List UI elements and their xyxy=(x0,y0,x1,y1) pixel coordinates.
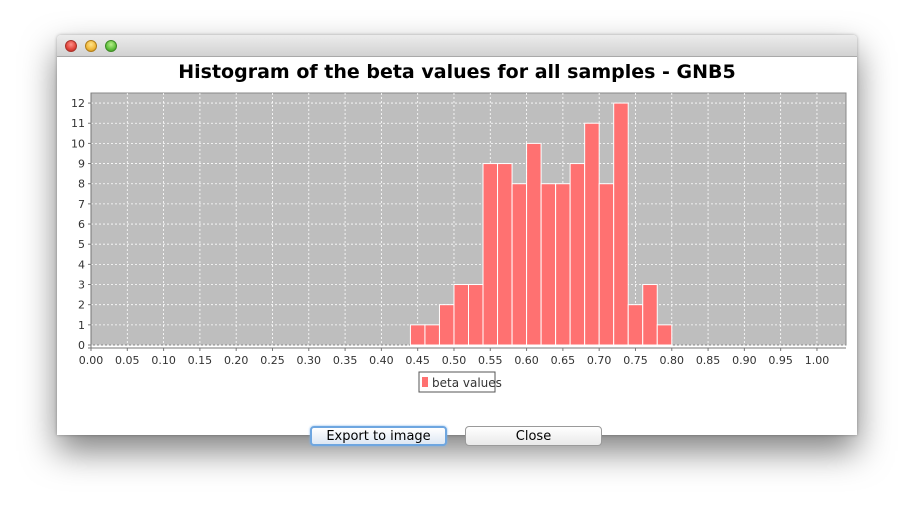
histogram-bar-11 xyxy=(569,163,586,346)
y-tick-label-8: 8 xyxy=(78,178,85,191)
histogram-bar-3 xyxy=(453,284,470,346)
x-tick-label-17: 0.85 xyxy=(696,354,721,367)
x-tick-label-9: 0.45 xyxy=(405,354,430,367)
x-tick-label-2: 0.10 xyxy=(151,354,176,367)
histogram-window: Histogram of the beta values for all sam… xyxy=(57,35,857,446)
close-button[interactable]: Close xyxy=(465,426,602,446)
histogram-chart: Histogram of the beta values for all sam… xyxy=(71,61,847,393)
histogram-bar-15 xyxy=(627,304,644,346)
window-titlebar[interactable] xyxy=(57,35,857,57)
histogram-bar-2 xyxy=(438,304,455,346)
x-tick-label-4: 0.20 xyxy=(224,354,249,367)
x-tick-label-20: 1.00 xyxy=(805,354,830,367)
y-tick-label-7: 7 xyxy=(78,198,85,211)
histogram-bar-16 xyxy=(642,284,658,346)
chart-title: Histogram of the beta values for all sam… xyxy=(178,61,736,83)
histogram-bar-7 xyxy=(511,183,528,346)
legend-swatch xyxy=(422,377,428,387)
y-tick-label-11: 11 xyxy=(71,117,85,130)
x-tick-label-19: 0.95 xyxy=(768,354,793,367)
x-tick-label-15: 0.75 xyxy=(623,354,648,367)
legend-label: beta values xyxy=(432,376,502,390)
x-tick-label-7: 0.35 xyxy=(333,354,358,367)
bars xyxy=(409,102,673,346)
window-zoom-icon[interactable] xyxy=(105,40,117,52)
window-content: Histogram of the beta values for all sam… xyxy=(57,57,857,446)
export-to-image-button[interactable]: Export to image xyxy=(310,426,447,446)
y-tick-label-5: 5 xyxy=(78,238,85,251)
x-tick-label-13: 0.65 xyxy=(551,354,576,367)
x-tick-label-5: 0.25 xyxy=(260,354,285,367)
histogram-bar-14 xyxy=(613,102,629,346)
x-tick-label-10: 0.50 xyxy=(442,354,467,367)
histogram-bar-10 xyxy=(555,183,571,346)
y-tick-label-6: 6 xyxy=(78,218,85,231)
x-tick-label-12: 0.60 xyxy=(514,354,539,367)
histogram-bar-8 xyxy=(526,142,542,346)
histogram-bar-17 xyxy=(656,324,673,346)
x-tick-label-8: 0.40 xyxy=(369,354,394,367)
histogram-bar-4 xyxy=(468,284,484,346)
x-tick-label-14: 0.70 xyxy=(587,354,612,367)
y-tick-label-1: 1 xyxy=(78,319,85,332)
x-tick-label-1: 0.05 xyxy=(115,354,140,367)
y-tick-label-9: 9 xyxy=(78,158,85,171)
y-tick-label-0: 0 xyxy=(78,339,85,352)
axes xyxy=(88,93,846,349)
histogram-bar-12 xyxy=(584,122,600,346)
legend: beta values xyxy=(418,371,502,393)
y-tick-label-3: 3 xyxy=(78,279,85,292)
x-tick-label-6: 0.30 xyxy=(297,354,322,367)
window-close-icon[interactable] xyxy=(65,40,77,52)
y-tick-label-12: 12 xyxy=(71,97,85,110)
window-minimize-icon[interactable] xyxy=(85,40,97,52)
y-tick-label-2: 2 xyxy=(78,299,85,312)
histogram-bar-1 xyxy=(424,324,440,346)
x-tick-label-3: 0.15 xyxy=(188,354,213,367)
y-tick-label-10: 10 xyxy=(71,137,85,150)
x-tick-label-11: 0.55 xyxy=(478,354,503,367)
x-axis-ticks: 0.00 0.05 0.10 0.15 0.20 0.25 0.30 0.35 0.40 0.45… xyxy=(79,348,829,367)
x-tick-label-0: 0.00 xyxy=(79,354,104,367)
x-tick-label-18: 0.90 xyxy=(732,354,757,367)
histogram-bar-13 xyxy=(598,183,615,346)
legend-box xyxy=(418,371,496,393)
y-tick-label-4: 4 xyxy=(78,258,85,271)
x-tick-label-16: 0.80 xyxy=(660,354,685,367)
histogram-bar-6 xyxy=(497,163,513,346)
histogram-bar-9 xyxy=(540,183,557,346)
histogram-bar-5 xyxy=(482,163,499,346)
histogram-bar-0 xyxy=(409,324,426,346)
